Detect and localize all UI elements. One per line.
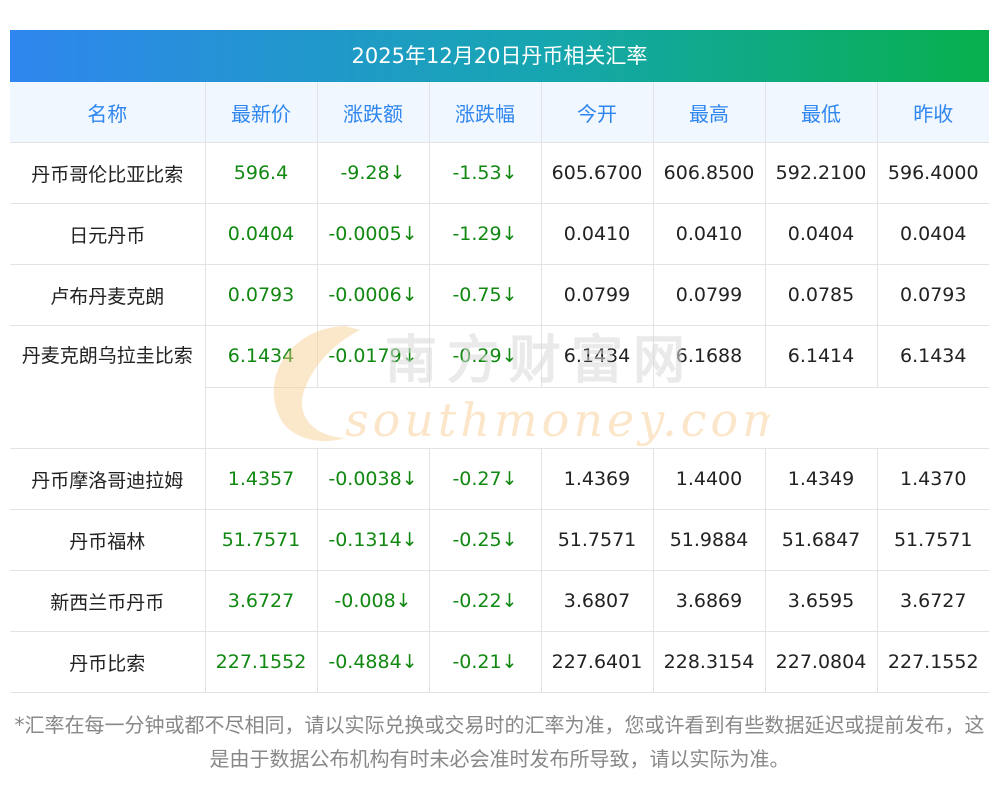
low-price: 0.0404	[765, 203, 878, 265]
latest-price: 51.7571	[205, 509, 318, 571]
header-change-pct: 涨跌幅	[429, 82, 542, 143]
header-prev-close: 昨收	[877, 82, 989, 143]
latest-price: 6.1434	[205, 325, 318, 388]
open-price: 3.6807	[541, 570, 654, 632]
header-name: 名称	[10, 82, 206, 143]
change-amount: -0.008↓	[317, 570, 430, 632]
rates-panel: 2025年12月20日丹币相关汇率 名称 最新价 涨跌额 涨跌幅 今开 最高 最…	[10, 30, 989, 693]
low-price: 6.1414	[765, 325, 878, 388]
prev-close-price: 227.1552	[877, 631, 989, 693]
change-amount: -0.4884↓	[317, 631, 430, 693]
latest-price: 0.0404	[205, 203, 318, 265]
high-price: 606.8500	[653, 142, 766, 204]
prev-close-price: 0.0404	[877, 203, 989, 265]
change-percent: -0.21↓	[429, 631, 542, 693]
change-amount: -0.0005↓	[317, 203, 430, 265]
latest-price: 596.4	[205, 142, 318, 204]
low-price: 592.2100	[765, 142, 878, 204]
change-amount: -0.1314↓	[317, 509, 430, 571]
high-price: 1.4400	[653, 448, 766, 510]
empty-cell	[205, 387, 989, 449]
prev-close-price: 0.0793	[877, 264, 989, 326]
change-percent: -0.27↓	[429, 448, 542, 510]
header-open: 今开	[541, 82, 654, 143]
latest-price: 227.1552	[205, 631, 318, 693]
high-price: 0.0410	[653, 203, 766, 265]
low-price: 1.4349	[765, 448, 878, 510]
high-price: 51.9884	[653, 509, 766, 571]
prev-close-price: 51.7571	[877, 509, 989, 571]
open-price: 0.0410	[541, 203, 654, 265]
header-high: 最高	[653, 82, 766, 143]
currency-pair-name: 卢布丹麦克朗	[10, 264, 206, 326]
change-percent: -0.25↓	[429, 509, 542, 571]
change-percent: -1.53↓	[429, 142, 542, 204]
high-price: 228.3154	[653, 631, 766, 693]
low-price: 3.6595	[765, 570, 878, 632]
open-price: 227.6401	[541, 631, 654, 693]
change-amount: -0.0038↓	[317, 448, 430, 510]
change-percent: -0.22↓	[429, 570, 542, 632]
open-price: 51.7571	[541, 509, 654, 571]
change-amount: -0.0006↓	[317, 264, 430, 326]
currency-pair-name: 日元丹币	[10, 203, 206, 265]
change-percent: -0.29↓	[429, 325, 542, 388]
open-price: 605.6700	[541, 142, 654, 204]
table-row: 新西兰币丹币 3.6727 -0.008↓ -0.22↓ 3.6807 3.68…	[10, 570, 989, 632]
prev-close-price: 596.4000	[877, 142, 989, 204]
change-amount: -9.28↓	[317, 142, 430, 204]
change-percent: -0.75↓	[429, 264, 542, 326]
table-row: 丹麦克朗乌拉圭比索 6.1434 -0.0179↓ -0.29↓ 6.1434 …	[10, 325, 989, 449]
currency-pair-name: 丹币哥伦比亚比索	[10, 142, 206, 204]
table-row: 日元丹币 0.0404 -0.0005↓ -1.29↓ 0.0410 0.041…	[10, 203, 989, 265]
currency-pair-name: 丹币福林	[10, 509, 206, 571]
low-price: 227.0804	[765, 631, 878, 693]
currency-pair-name: 丹币摩洛哥迪拉姆	[10, 448, 206, 510]
open-price: 0.0799	[541, 264, 654, 326]
header-latest: 最新价	[205, 82, 318, 143]
table-row: 卢布丹麦克朗 0.0793 -0.0006↓ -0.75↓ 0.0799 0.0…	[10, 264, 989, 326]
open-price: 6.1434	[541, 325, 654, 388]
page-title: 2025年12月20日丹币相关汇率	[10, 30, 989, 82]
latest-price: 0.0793	[205, 264, 318, 326]
prev-close-price: 6.1434	[877, 325, 989, 388]
high-price: 3.6869	[653, 570, 766, 632]
open-price: 1.4369	[541, 448, 654, 510]
table-row: 丹币福林 51.7571 -0.1314↓ -0.25↓ 51.7571 51.…	[10, 509, 989, 571]
rates-table: 名称 最新价 涨跌额 涨跌幅 今开 最高 最低 昨收 丹币哥伦比亚比索 596.…	[10, 82, 989, 693]
currency-pair-name: 丹币比索	[10, 631, 206, 693]
table-row: 丹币哥伦比亚比索 596.4 -9.28↓ -1.53↓ 605.6700 60…	[10, 142, 989, 204]
latest-price: 1.4357	[205, 448, 318, 510]
high-price: 0.0799	[653, 264, 766, 326]
currency-pair-name: 新西兰币丹币	[10, 570, 206, 632]
currency-pair-name: 丹麦克朗乌拉圭比索	[10, 325, 206, 449]
table-row: 丹币比索 227.1552 -0.4884↓ -0.21↓ 227.6401 2…	[10, 631, 989, 693]
high-price: 6.1688	[653, 325, 766, 388]
change-amount: -0.0179↓	[317, 325, 430, 388]
prev-close-price: 1.4370	[877, 448, 989, 510]
disclaimer-note: *汇率在每一分钟或都不尽相同，请以实际兑换或交易时的汇率为准，您或许看到有些数据…	[14, 713, 985, 771]
prev-close-price: 3.6727	[877, 570, 989, 632]
table-header-row: 名称 最新价 涨跌额 涨跌幅 今开 最高 最低 昨收	[10, 82, 989, 143]
low-price: 51.6847	[765, 509, 878, 571]
table-row: 丹币摩洛哥迪拉姆 1.4357 -0.0038↓ -0.27↓ 1.4369 1…	[10, 448, 989, 510]
header-change: 涨跌额	[317, 82, 430, 143]
table-row-spacer	[10, 387, 989, 449]
low-price: 0.0785	[765, 264, 878, 326]
latest-price: 3.6727	[205, 570, 318, 632]
header-low: 最低	[765, 82, 878, 143]
change-percent: -1.29↓	[429, 203, 542, 265]
